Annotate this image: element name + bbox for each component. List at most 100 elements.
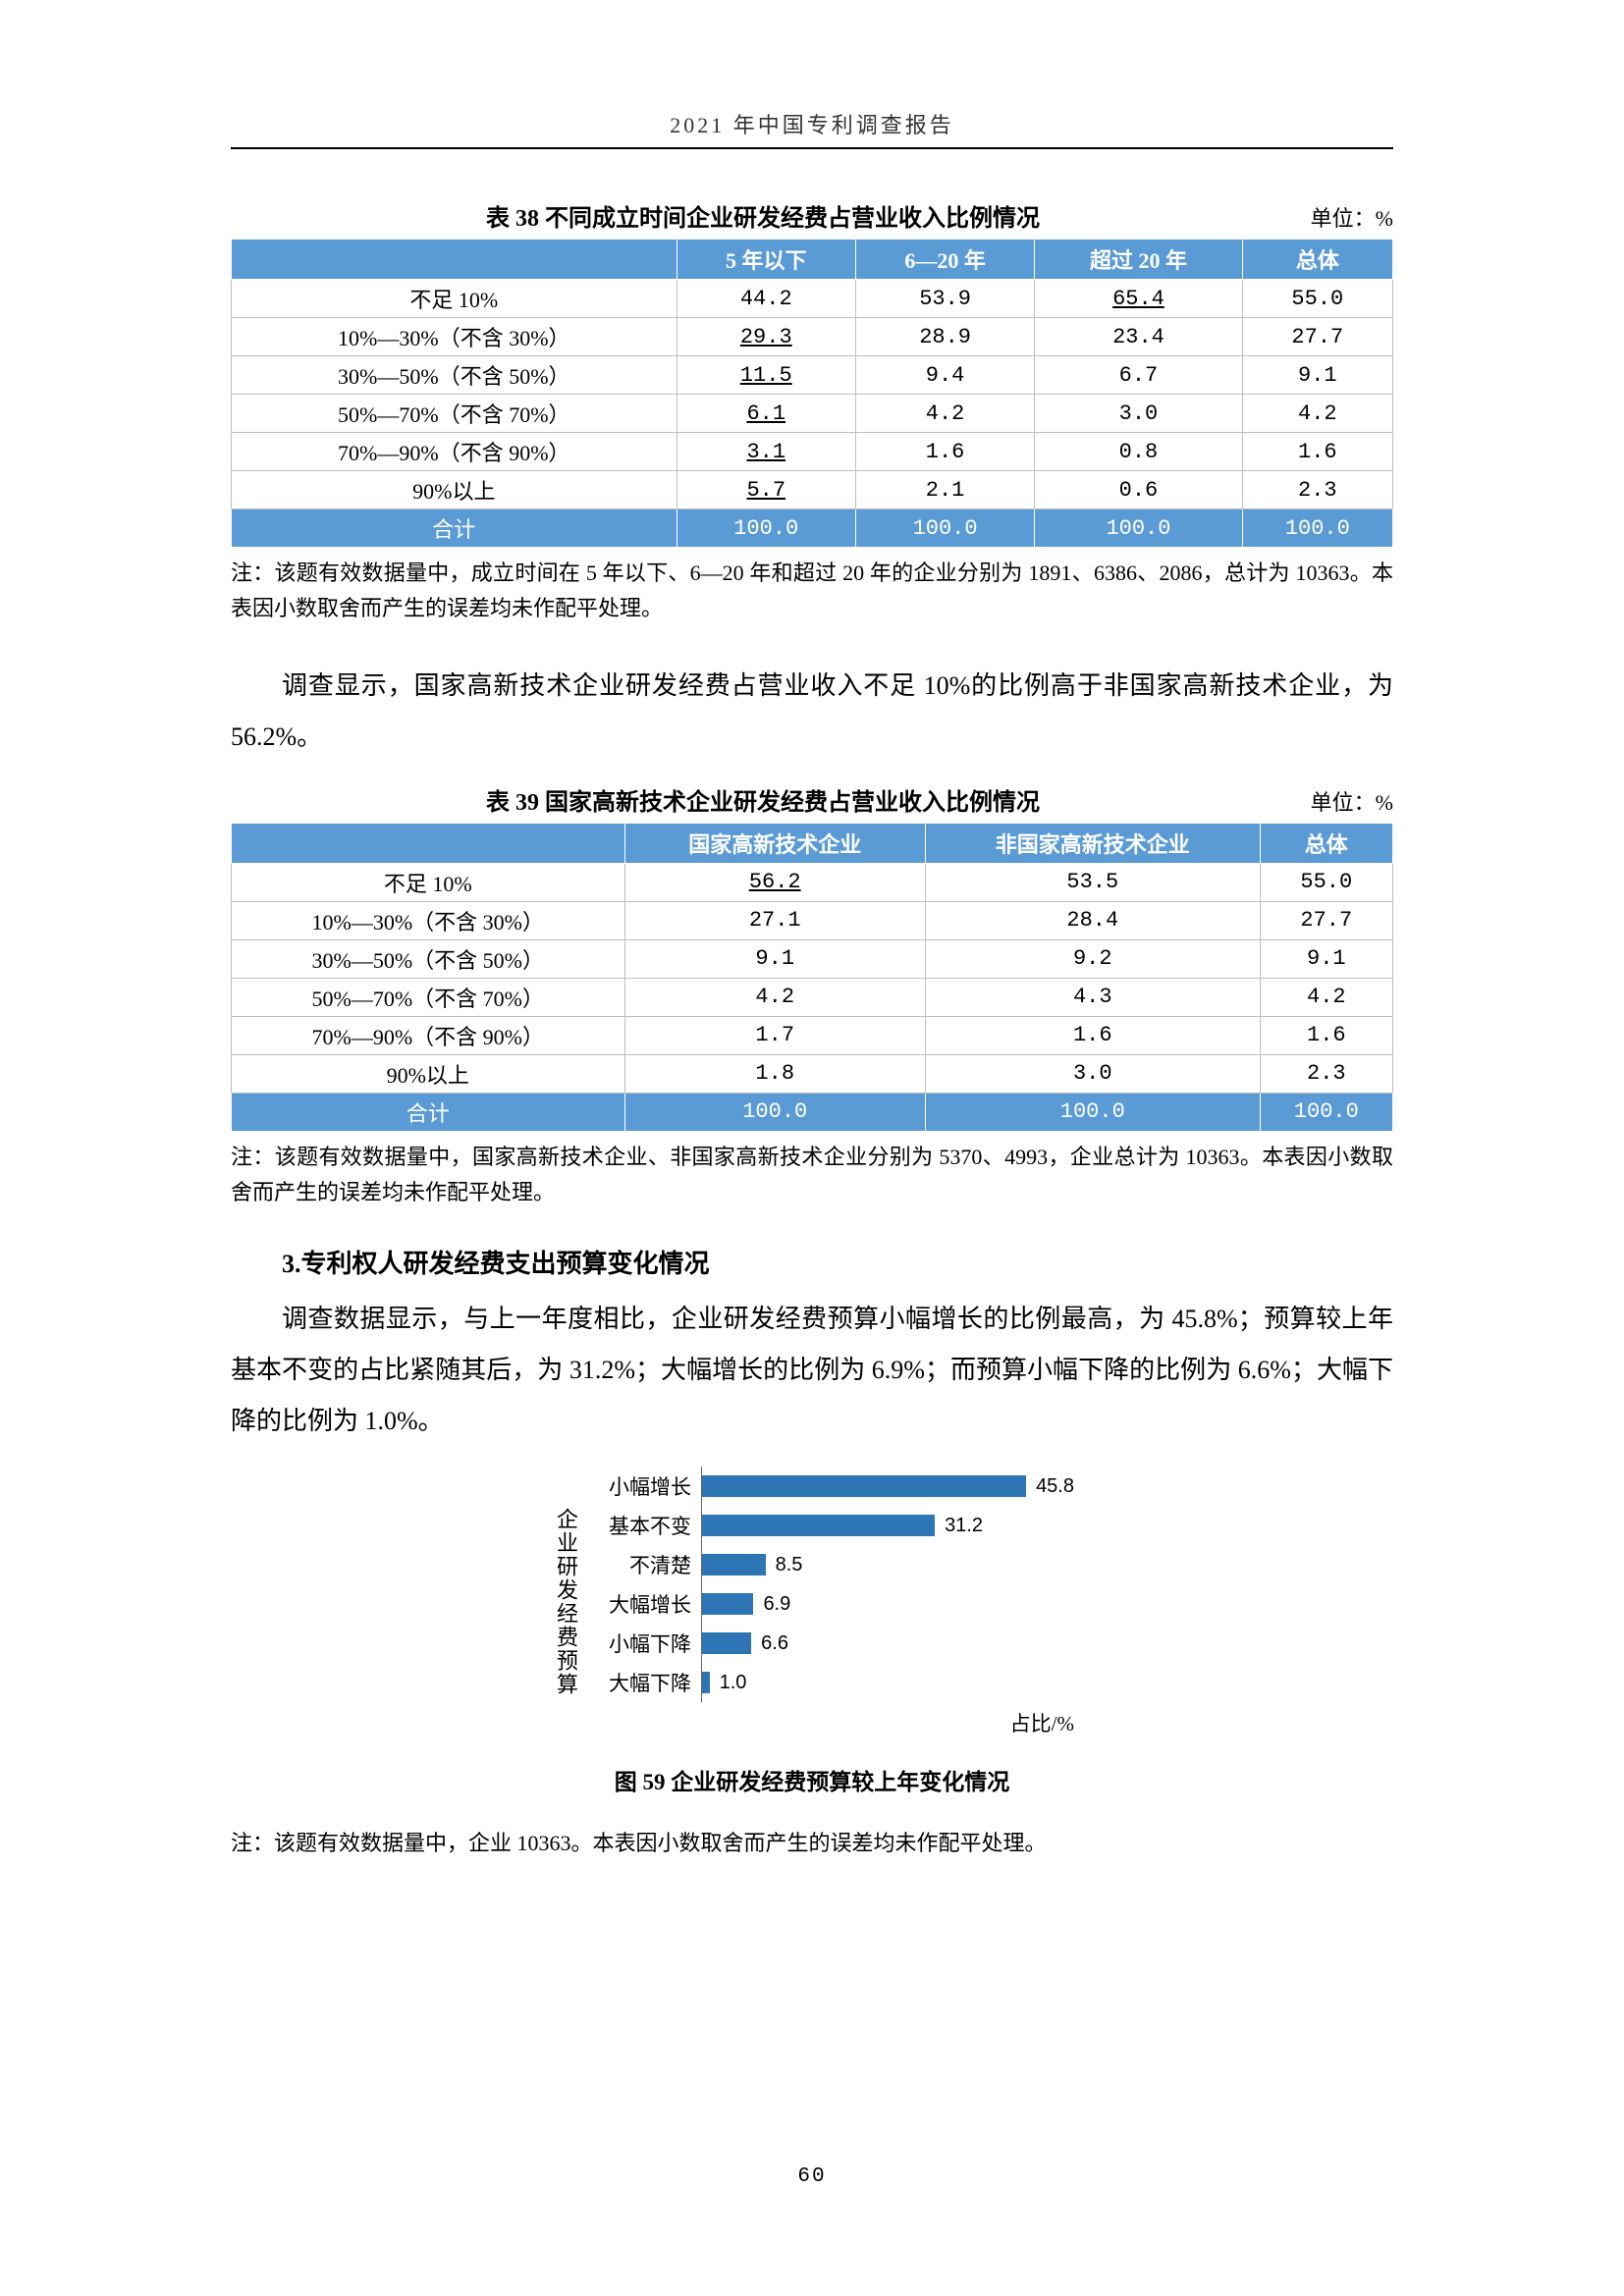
table39-cell: 4.2 [624,978,925,1016]
chart59-bar-track: 1.0 [701,1663,1074,1702]
chart59-category-label: 小幅增长 [593,1471,701,1501]
page: 2021 年中国专利调查报告 表 38 不同成立时间企业研发经费占营业收入比例情… [0,0,1624,2296]
table39-col-header: 总体 [1260,823,1392,863]
chart59-bar-value: 1.0 [720,1672,747,1694]
table38-cell: 2.3 [1242,471,1392,509]
table39-cell: 2.3 [1260,1054,1392,1093]
table38-row-label: 30%—50%（不含 50%） [232,356,677,395]
table39-cell: 55.0 [1260,863,1392,901]
table39: 国家高新技术企业非国家高新技术企业总体不足 10%56.253.555.010%… [231,823,1393,1132]
chart59-category-label: 小幅下降 [593,1629,701,1658]
table38-cell: 0.6 [1035,471,1242,509]
chart59-bar-row: 小幅增长 45.8 [593,1467,1074,1506]
table38-cell: 3.1 [677,433,855,471]
table39-cell: 53.5 [925,863,1260,901]
table38-cell: 27.7 [1242,318,1392,356]
chart59-bar-fill [702,1515,935,1536]
table38-cell: 9.1 [1242,356,1392,395]
table39-cell: 27.1 [624,901,925,939]
table38-footer-cell: 100.0 [1242,509,1392,548]
table38-col-header: 总体 [1242,240,1392,280]
table39-cell: 4.3 [925,978,1260,1016]
table38-cell: 0.8 [1035,433,1242,471]
table39-cell: 1.8 [624,1054,925,1093]
table38-col-header: 5 年以下 [677,240,855,280]
table39-footer-cell: 100.0 [1260,1093,1392,1131]
table38-col-header: 6—20 年 [855,240,1034,280]
table38-cell: 11.5 [677,356,855,395]
table38-row-label: 不足 10% [232,280,677,318]
table39-cell: 1.6 [925,1016,1260,1054]
table38-cell: 1.6 [855,433,1034,471]
header-rule [231,147,1393,149]
chart59-bar-track: 8.5 [701,1545,1074,1584]
chart59-bar-value: 6.9 [763,1593,790,1616]
table39-cell: 56.2 [624,863,925,901]
table38-row-label: 10%—30%（不含 30%） [232,318,677,356]
table38-cell: 53.9 [855,280,1034,318]
table38-cell: 23.4 [1035,318,1242,356]
table38-cell: 1.6 [1242,433,1392,471]
chart59-bar-row: 大幅下降 1.0 [593,1663,1074,1702]
table38-footer-cell: 100.0 [1035,509,1242,548]
chart59: 企业研发经费预算 小幅增长45.8基本不变31.2不清楚8.5大幅增长6.9小幅… [231,1467,1393,1737]
chart59-bar-row: 不清楚 8.5 [593,1545,1074,1584]
chart59-caption: 图 59 企业研发经费预算较上年变化情况 [231,1763,1393,1796]
table39-row-label: 不足 10% [232,863,625,901]
table39-footer-cell: 100.0 [925,1093,1260,1131]
table39-cell: 9.2 [925,939,1260,978]
table39-cell: 28.4 [925,901,1260,939]
chart59-category-label: 大幅下降 [593,1668,701,1697]
chart59-bar-fill [702,1593,753,1615]
table39-footer-cell: 100.0 [624,1093,925,1131]
chart59-bar-row: 小幅下降 6.6 [593,1624,1074,1663]
table38-cell: 2.1 [855,471,1034,509]
chart59-category-label: 大幅增长 [593,1589,701,1619]
table39-cell: 3.0 [925,1054,1260,1093]
table39-col-header: 非国家高新技术企业 [925,823,1260,863]
chart59-bar-track: 31.2 [701,1506,1074,1545]
table38-col-header: 超过 20 年 [1035,240,1242,280]
chart59-bar-track: 45.8 [701,1467,1074,1506]
table38-footer-cell: 100.0 [677,509,855,548]
chart59-category-label: 不清楚 [593,1550,701,1579]
table39-row-label: 30%—50%（不含 50%） [232,939,625,978]
chart59-bar-fill [702,1554,766,1575]
table39-row-label: 70%—90%（不含 90%） [232,1016,625,1054]
chart59-bar-row: 基本不变 31.2 [593,1506,1074,1545]
chart59-bar-row: 大幅增长 6.9 [593,1584,1074,1624]
chart59-bar-value: 6.6 [761,1632,788,1655]
running-header: 2021 年中国专利调查报告 [231,108,1393,139]
table39-row-label: 50%—70%（不含 70%） [232,978,625,1016]
page-number: 60 [0,2165,1624,2188]
para-1: 调查显示，国家高新技术企业研发经费占营业收入不足 10%的比例高于非国家高新技术… [231,661,1393,763]
chart59-body: 小幅增长 45.8 基本不变 31.2 不清楚 8.5 大幅增长 6.9 小幅下降 6.6 大幅下降… [593,1467,1074,1737]
chart59-bar-fill [702,1672,710,1693]
chart59-bar-value: 45.8 [1036,1475,1074,1498]
table38-footer-label: 合计 [232,509,677,548]
table38-cell: 5.7 [677,471,855,509]
table38-cell: 3.0 [1035,395,1242,433]
table39-cell: 9.1 [624,939,925,978]
table39-cell: 9.1 [1260,939,1392,978]
table39-cell: 1.6 [1260,1016,1392,1054]
table39-note: 注：该题有效数据量中，国家高新技术企业、非国家高新技术企业分别为 5370、49… [231,1140,1393,1211]
table38-cell: 4.2 [855,395,1034,433]
chart59-bar-value: 8.5 [776,1554,803,1576]
section3-para: 调查数据显示，与上一年度相比，企业研发经费预算小幅增长的比例最高，为 45.8%… [231,1294,1393,1447]
chart59-category-label: 基本不变 [593,1511,701,1540]
table38-cell: 4.2 [1242,395,1392,433]
table38-cell: 44.2 [677,280,855,318]
chart59-bar-track: 6.9 [701,1584,1074,1624]
table39-cell: 27.7 [1260,901,1392,939]
chart59-y-axis-label: 企业研发经费预算 [550,1508,581,1696]
table38-row-label: 90%以上 [232,471,677,509]
table39-unit: 单位：% [1295,785,1393,817]
table38-unit: 单位：% [1295,201,1393,233]
section3-heading: 3.专利权人研发经费支出预算变化情况 [231,1244,1393,1280]
table38-cell: 65.4 [1035,280,1242,318]
chart59-bar-value: 31.2 [945,1515,983,1537]
table39-title-row: 表 39 国家高新技术企业研发经费占营业收入比例情况 单位：% [231,782,1393,817]
chart59-bar-fill [702,1475,1026,1497]
table39-title: 表 39 国家高新技术企业研发经费占营业收入比例情况 [231,782,1295,817]
